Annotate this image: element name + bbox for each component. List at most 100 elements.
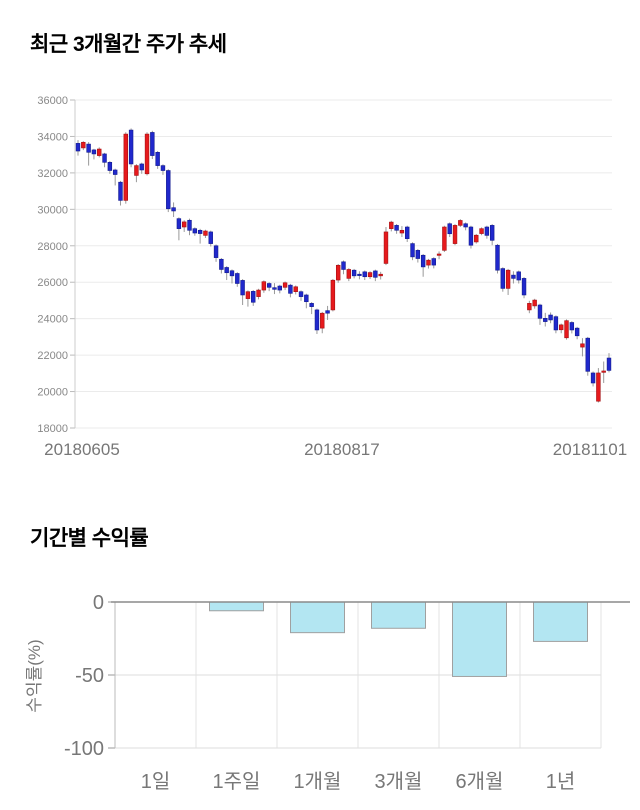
candle-down [585,337,590,372]
candle-down [112,169,118,175]
x-category-label: 1년 [546,770,576,793]
y-tick-label: 26000 [37,277,68,289]
candle-up [426,259,431,266]
candle-down [415,250,421,259]
x-category-label: 1주일 [213,770,261,793]
candle-up [330,279,336,311]
candle-down [606,357,612,371]
returns-title: 기간별 수익률 [30,527,149,550]
candle-down [75,143,81,152]
candle-down [272,287,277,290]
return-bar [290,601,345,634]
y-tick-label: 32000 [37,168,68,180]
candle-down [171,207,176,212]
candle-up [378,273,383,277]
candle-up [559,324,564,331]
candle-up [245,291,251,299]
y-tick-label: 0 [93,592,104,614]
bars [209,601,588,677]
candle-up [580,343,585,348]
candle-down [91,149,97,155]
candle-up [256,289,261,297]
candle-down [553,316,559,331]
y-tick-label: 30000 [37,204,68,216]
candle-up [367,272,373,278]
candle-up [532,299,537,307]
candle-up [97,148,102,156]
candles [75,128,612,403]
candle-up [383,231,389,264]
x-category-label: 6개월 [456,770,504,793]
x-category-label: 1일 [141,770,171,793]
y-tick-label: 18000 [37,423,68,435]
candle-up [452,225,458,244]
y-gridlines: 36000 34000 32000 30000 28000 26000 24000 22000… [37,95,612,435]
candle-down [139,163,144,171]
candle-down [155,151,160,166]
candle-down [160,165,166,171]
candle-up [479,228,484,234]
candle-up [436,253,442,256]
candle-up [389,221,394,229]
y-tick-label: 34000 [37,131,68,143]
candle-down [266,283,272,288]
candle-up [399,229,405,234]
candle-down [420,254,426,268]
candle-up [123,133,128,201]
candle-down [229,270,235,277]
candle-down [516,271,521,281]
category-separators [195,602,602,748]
candle-up [505,269,511,289]
candle-down [495,244,500,271]
candle-down [521,278,527,296]
y-axis-title: 수익률(%) [25,639,44,712]
candle-down [543,318,548,322]
candle-up [144,133,150,175]
candle-up [335,264,341,281]
candle-down [224,267,229,274]
candle-down [187,219,192,231]
candle-down [288,284,293,294]
candle-up [320,312,325,329]
candle-down [484,226,490,236]
return-bar [371,601,426,629]
x-tick-label: 20180605 [44,440,120,459]
candle-down [463,223,468,228]
candle-up [346,269,352,279]
candle-down [176,218,182,229]
candle-up [596,372,601,402]
candle-down [489,225,495,241]
candle-down [500,268,505,289]
x-category-label: 1개월 [294,770,342,793]
candle-down [362,271,367,278]
candle-down [574,327,580,337]
candle-up [282,282,288,288]
candle-down [405,226,410,239]
candle-up [601,370,606,373]
candle-down [394,225,399,231]
candle-up [203,230,208,236]
candle-up [474,234,479,243]
y-tick-label: -50 [75,665,104,687]
return-bar [533,601,588,642]
candle-down [314,309,320,331]
candle-down [107,162,113,171]
candle-down [341,261,346,270]
candle-up [293,286,298,292]
candle-down [235,273,240,284]
candle-down [569,322,575,331]
x-tick-label: 20180817 [304,440,380,459]
candle-down [351,269,357,277]
return-bar [209,601,264,612]
candle-down [208,231,213,244]
y-tick-label: 36000 [37,95,68,107]
candle-down [150,132,155,156]
candle-down [86,143,91,153]
candle-down [219,258,224,270]
candle-up [442,226,447,251]
x-tick-labels: 20180605 20180817 20181101 [44,440,627,459]
candle-up [81,141,86,149]
candle-up [134,165,139,176]
candle-down [277,285,282,291]
candle-down [410,243,415,258]
